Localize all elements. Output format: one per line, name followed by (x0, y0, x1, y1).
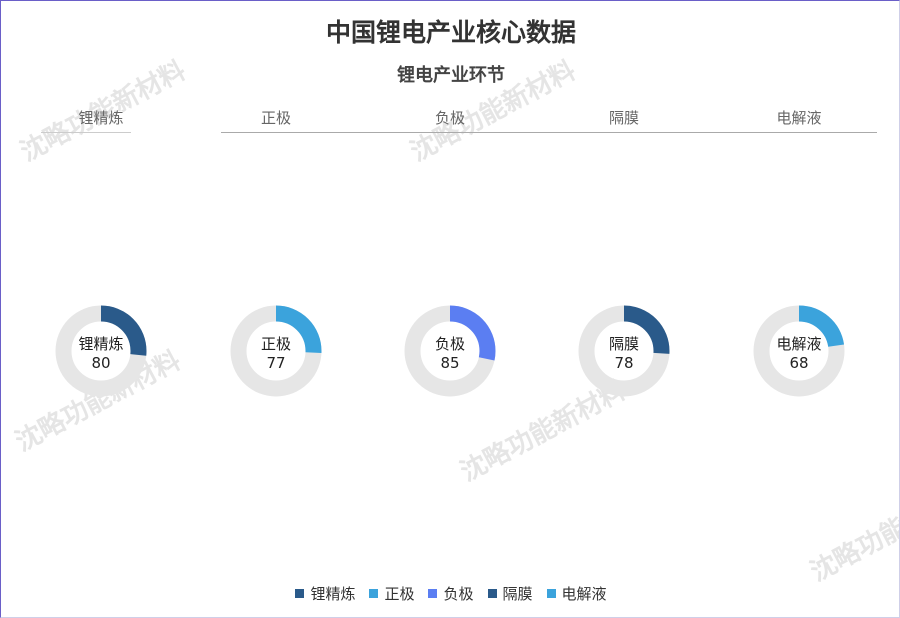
donut-value: 80 (91, 354, 110, 372)
donut-value: 78 (614, 354, 633, 372)
donut-arc[interactable] (230, 305, 322, 397)
legend-item[interactable]: 正极 (369, 583, 414, 604)
legend-swatch (487, 589, 497, 598)
legend-item[interactable]: 负极 (428, 583, 474, 604)
donut-value: 68 (789, 354, 808, 372)
legend-label: 电解液 (561, 585, 607, 603)
header-label: 隔膜 (608, 109, 639, 127)
donut-label: 正极 (261, 335, 291, 353)
donut-value: 77 (266, 354, 285, 372)
donut-label: 电解液 (776, 335, 821, 353)
header-divider (221, 132, 877, 133)
header-label: 负极 (434, 109, 465, 127)
donut-arc[interactable] (55, 305, 147, 397)
legend-item[interactable]: 电解液 (546, 583, 607, 604)
donut-arc[interactable] (753, 305, 845, 397)
header-label: 正极 (260, 109, 291, 127)
legend-label: 锂精炼 (310, 585, 356, 603)
legend-swatch (546, 589, 556, 598)
chart-subtitle: 锂电产业环节 (397, 65, 505, 86)
donut-label: 锂精炼 (78, 335, 123, 353)
donut-label: 负极 (435, 335, 465, 353)
header-label: 电解液 (776, 109, 822, 127)
legend-swatch (295, 589, 305, 598)
donut-label: 隔膜 (609, 335, 639, 353)
legend-item[interactable]: 锂精炼 (295, 583, 355, 604)
donut-arc[interactable] (578, 305, 670, 397)
legend-label: 负极 (443, 585, 474, 603)
header-divider (41, 132, 131, 133)
legend-label: 正极 (384, 585, 415, 603)
chart-title: 中国锂电产业核心数据 (325, 18, 576, 47)
donut-value: 85 (440, 354, 459, 372)
legend: 锂精炼 正极 负极 隔膜 电解液 (1, 583, 899, 604)
donut-arc[interactable] (404, 305, 496, 397)
legend-label: 隔膜 (502, 585, 533, 603)
legend-swatch (428, 589, 438, 598)
legend-item[interactable]: 隔膜 (487, 583, 533, 604)
header-label: 锂精炼 (78, 109, 124, 127)
legend-swatch (369, 589, 379, 598)
